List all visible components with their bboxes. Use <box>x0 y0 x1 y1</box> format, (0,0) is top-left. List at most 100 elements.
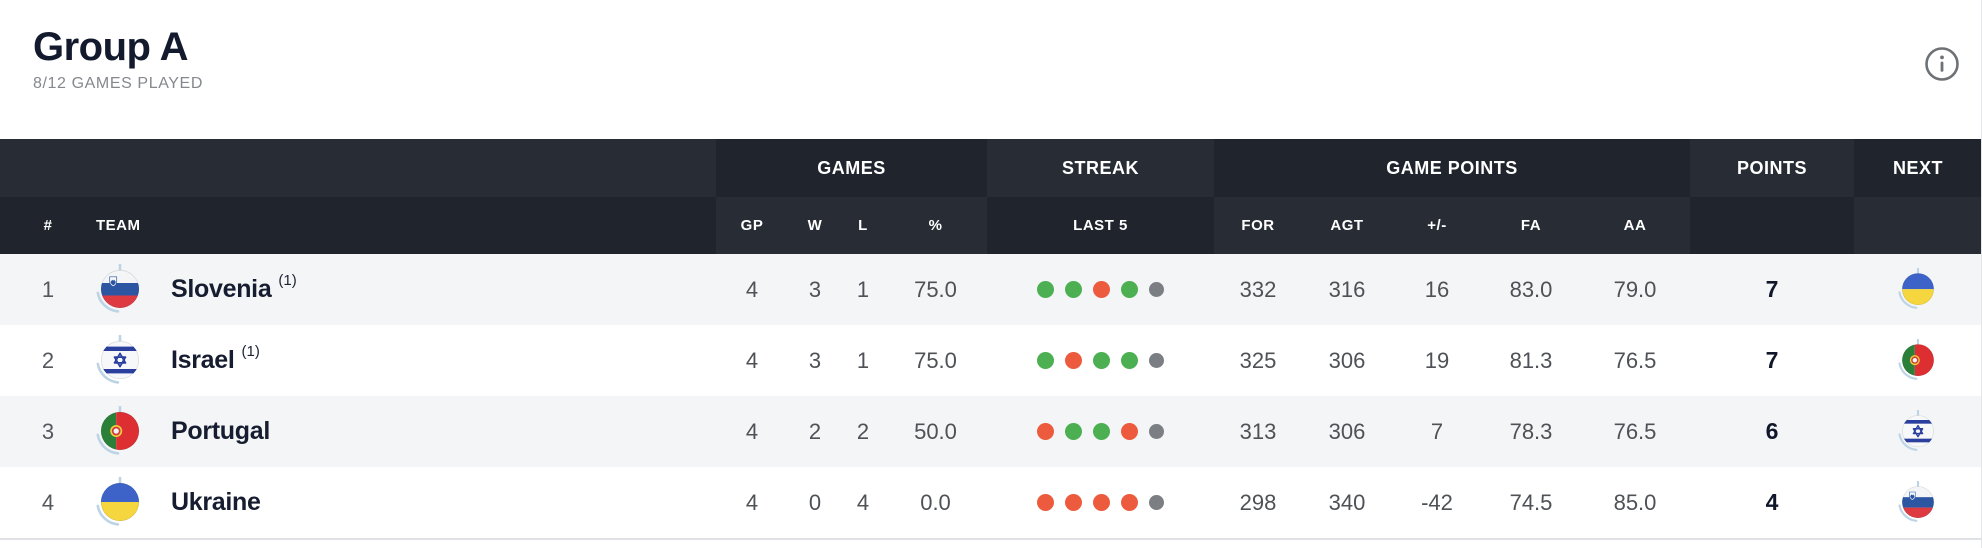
col-points-spacer <box>1690 197 1854 254</box>
agt-value: 306 <box>1328 418 1366 444</box>
pct-value: 0.0 <box>920 489 951 515</box>
for-value: 298 <box>1239 489 1277 515</box>
agt-value: 306 <box>1328 347 1366 373</box>
points-value: 6 <box>1765 418 1779 444</box>
fa-value: 74.5 <box>1509 489 1553 515</box>
l-value: 2 <box>856 418 870 444</box>
pct-value: 75.0 <box>914 347 957 373</box>
ukraine-flag-icon <box>1898 267 1938 312</box>
table-row[interactable]: 3 Portugal 4 2 2 50.0 313 306 7 78.3 76.… <box>0 396 1981 467</box>
pct-value: 50.0 <box>914 418 957 444</box>
table-row[interactable]: 4 Ukraine 4 0 4 0.0 298 340 -42 74.5 85.… <box>0 467 1981 538</box>
points-value: 7 <box>1765 276 1779 302</box>
col-pct: % <box>884 197 987 254</box>
w-value: 0 <box>808 489 822 515</box>
table-bottom-border <box>0 538 1981 540</box>
next-opponent-cell <box>1854 267 1981 312</box>
team-note: (1) <box>241 343 260 360</box>
last5-streak-dots <box>987 423 1214 440</box>
l-value: 4 <box>856 489 870 515</box>
for-value: 313 <box>1239 418 1277 444</box>
portugal-flag-icon <box>1898 338 1938 383</box>
team-cell: Israel (1) <box>96 334 716 387</box>
info-button[interactable] <box>1923 46 1961 84</box>
col-l: L <box>842 197 884 254</box>
ukraine-flag-icon <box>96 476 144 529</box>
col-aa: AA <box>1580 197 1690 254</box>
last5-streak-dots <box>987 352 1214 369</box>
table-group-header-row: GAMES STREAK GAME POINTS POINTS NEXT <box>0 139 1981 197</box>
l-value: 1 <box>856 276 870 302</box>
rank-value: 1 <box>41 276 55 302</box>
standings-table: GAMES STREAK GAME POINTS POINTS NEXT # T… <box>0 139 1981 540</box>
team-note: (1) <box>278 272 297 289</box>
plus-minus-value: 19 <box>1424 347 1450 373</box>
agt-value: 316 <box>1328 276 1366 302</box>
col-team: TEAM <box>96 197 716 254</box>
col-plus-minus: +/- <box>1392 197 1482 254</box>
rank-value: 3 <box>41 418 55 444</box>
games-played-subtitle: 8/12 GAMES PLAYED <box>33 75 203 92</box>
last5-streak-dots <box>987 281 1214 298</box>
w-value: 2 <box>808 418 822 444</box>
card-header: Group A 8/12 GAMES PLAYED <box>0 0 1981 139</box>
points-value: 7 <box>1765 347 1779 373</box>
team-cell: Slovenia (1) <box>96 263 716 316</box>
info-circle-icon <box>1923 45 1961 86</box>
w-value: 3 <box>808 276 822 302</box>
agt-value: 340 <box>1328 489 1366 515</box>
points-value: 4 <box>1765 489 1779 515</box>
portugal-flag-icon <box>96 405 144 458</box>
col-fa: FA <box>1482 197 1580 254</box>
gp-value: 4 <box>745 489 759 515</box>
next-opponent-cell <box>1854 338 1981 383</box>
gp-value: 4 <box>745 347 759 373</box>
gp-value: 4 <box>745 276 759 302</box>
group-title: Group A <box>33 25 189 69</box>
group-games: GAMES <box>716 139 987 197</box>
col-next-spacer <box>1854 197 1981 254</box>
fa-value: 78.3 <box>1509 418 1553 444</box>
team-cell: Ukraine <box>96 476 716 529</box>
gp-value: 4 <box>745 418 759 444</box>
rank-value: 4 <box>41 489 55 515</box>
team-cell: Portugal <box>96 405 716 458</box>
last5-streak-dots <box>987 494 1214 511</box>
w-value: 3 <box>808 347 822 373</box>
aa-value: 76.5 <box>1613 347 1657 373</box>
next-opponent-cell <box>1854 480 1981 525</box>
table-row[interactable]: 1 Slovenia (1) 4 3 1 75.0 332 316 16 83.… <box>0 254 1981 325</box>
fa-value: 83.0 <box>1509 276 1553 302</box>
plus-minus-value: 16 <box>1424 276 1450 302</box>
team-name: Ukraine <box>171 488 261 516</box>
fa-value: 81.3 <box>1509 347 1553 373</box>
plus-minus-value: 7 <box>1430 418 1444 444</box>
aa-value: 79.0 <box>1613 276 1657 302</box>
for-value: 325 <box>1239 347 1277 373</box>
slovenia-flag-icon <box>96 263 144 316</box>
col-w: W <box>788 197 842 254</box>
l-value: 1 <box>856 347 870 373</box>
group-spacer <box>0 139 716 197</box>
pct-value: 75.0 <box>914 276 957 302</box>
col-for: FOR <box>1214 197 1302 254</box>
team-name: Slovenia <box>171 275 272 303</box>
next-opponent-cell <box>1854 409 1981 454</box>
group-next: NEXT <box>1854 139 1981 197</box>
table-row[interactable]: 2 Israel (1) 4 3 1 75.0 325 306 19 81.3 … <box>0 325 1981 396</box>
for-value: 332 <box>1239 276 1277 302</box>
group-points: POINTS <box>1690 139 1854 197</box>
col-last5: LAST 5 <box>987 197 1214 254</box>
aa-value: 76.5 <box>1613 418 1657 444</box>
israel-flag-icon <box>96 334 144 387</box>
col-rank: # <box>0 197 96 254</box>
table-column-header-row: # TEAM GP W L % LAST 5 FOR AGT +/- FA AA <box>0 197 1981 254</box>
israel-flag-icon <box>1898 409 1938 454</box>
group-game-points: GAME POINTS <box>1214 139 1690 197</box>
team-name: Portugal <box>171 417 270 445</box>
col-agt: AGT <box>1302 197 1392 254</box>
col-gp: GP <box>716 197 788 254</box>
aa-value: 85.0 <box>1613 489 1657 515</box>
group-streak: STREAK <box>987 139 1214 197</box>
